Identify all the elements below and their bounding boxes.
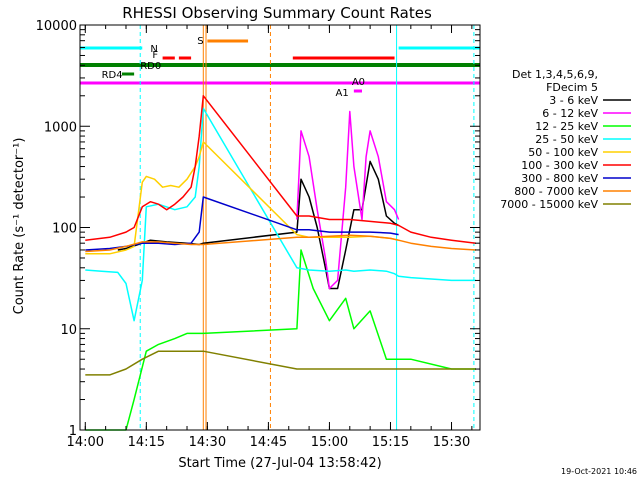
x-tick-label: 14:00 bbox=[67, 435, 104, 450]
series-100-300-kev bbox=[85, 95, 476, 244]
x-axis-label: Start Time (27-Jul-04 13:58:42) bbox=[178, 456, 381, 471]
y-tick-label: 1 bbox=[69, 424, 77, 439]
x-tick-label: 14:30 bbox=[189, 435, 226, 450]
series-12-25-kev bbox=[85, 249, 476, 431]
timestamp: 19-Oct-2021 10:46 bbox=[561, 467, 637, 476]
legend-label-6-12-kev: 6 - 12 keV bbox=[542, 107, 598, 120]
y-tick-label: 10 bbox=[60, 323, 77, 338]
x-tick-label: 15:00 bbox=[311, 435, 348, 450]
y-tick-label: 100 bbox=[52, 222, 77, 237]
legend-title-line: FDecim 5 bbox=[546, 81, 598, 94]
y-tick-label: 10000 bbox=[36, 19, 77, 34]
axes: 14:00 14:15 14:30 14:45 15:00 15:15 15:30 1 10 10… bbox=[36, 19, 481, 450]
annotation-n: N bbox=[150, 44, 157, 55]
series-7000-15000-kev bbox=[85, 350, 476, 376]
annotation-a1: A1 bbox=[336, 88, 349, 99]
series-3-6-kev bbox=[117, 160, 399, 290]
x-tick-label: 15:30 bbox=[433, 435, 470, 450]
annotation-a0: A0 bbox=[352, 77, 365, 88]
y-tick-label: 1000 bbox=[44, 120, 77, 135]
series-50-100-kev bbox=[85, 141, 399, 255]
series-25-50-kev bbox=[85, 107, 476, 322]
x-tick-label: 15:15 bbox=[372, 435, 409, 450]
legend-label-25-50-kev: 25 - 50 keV bbox=[535, 133, 598, 146]
x-tick-label: 14:45 bbox=[250, 435, 287, 450]
chart-title: RHESSI Observing Summary Count Rates bbox=[122, 4, 432, 22]
legend-label-800-7000-kev: 800 - 7000 keV bbox=[514, 185, 598, 198]
legend-label-7000-15000-kev: 7000 - 15000 keV bbox=[500, 198, 598, 211]
x-tick-label: 14:15 bbox=[128, 435, 165, 450]
annotation-rd0: RD0 bbox=[140, 61, 161, 72]
legend-label-300-800-kev: 300 - 800 keV bbox=[521, 172, 598, 185]
annotation-s: S bbox=[197, 36, 203, 47]
legend-label-3-6-kev: 3 - 6 keV bbox=[549, 94, 598, 107]
series-lines bbox=[85, 95, 476, 431]
legend-label-50-100-kev: 50 - 100 keV bbox=[528, 146, 598, 159]
y-axis-label: Count Rate (s⁻¹ detector⁻¹) bbox=[12, 138, 27, 315]
legend-label-12-25-kev: 12 - 25 keV bbox=[535, 120, 598, 133]
annotation-f: F bbox=[152, 50, 158, 61]
legend-title-line: Det 1,3,4,5,6,9, bbox=[512, 68, 598, 81]
annotation-rd4: RD4 bbox=[102, 70, 123, 81]
series-6-12-kev bbox=[296, 110, 400, 290]
legend-label-100-300-kev: 100 - 300 keV bbox=[521, 159, 598, 172]
series-800-7000-kev bbox=[85, 234, 476, 253]
